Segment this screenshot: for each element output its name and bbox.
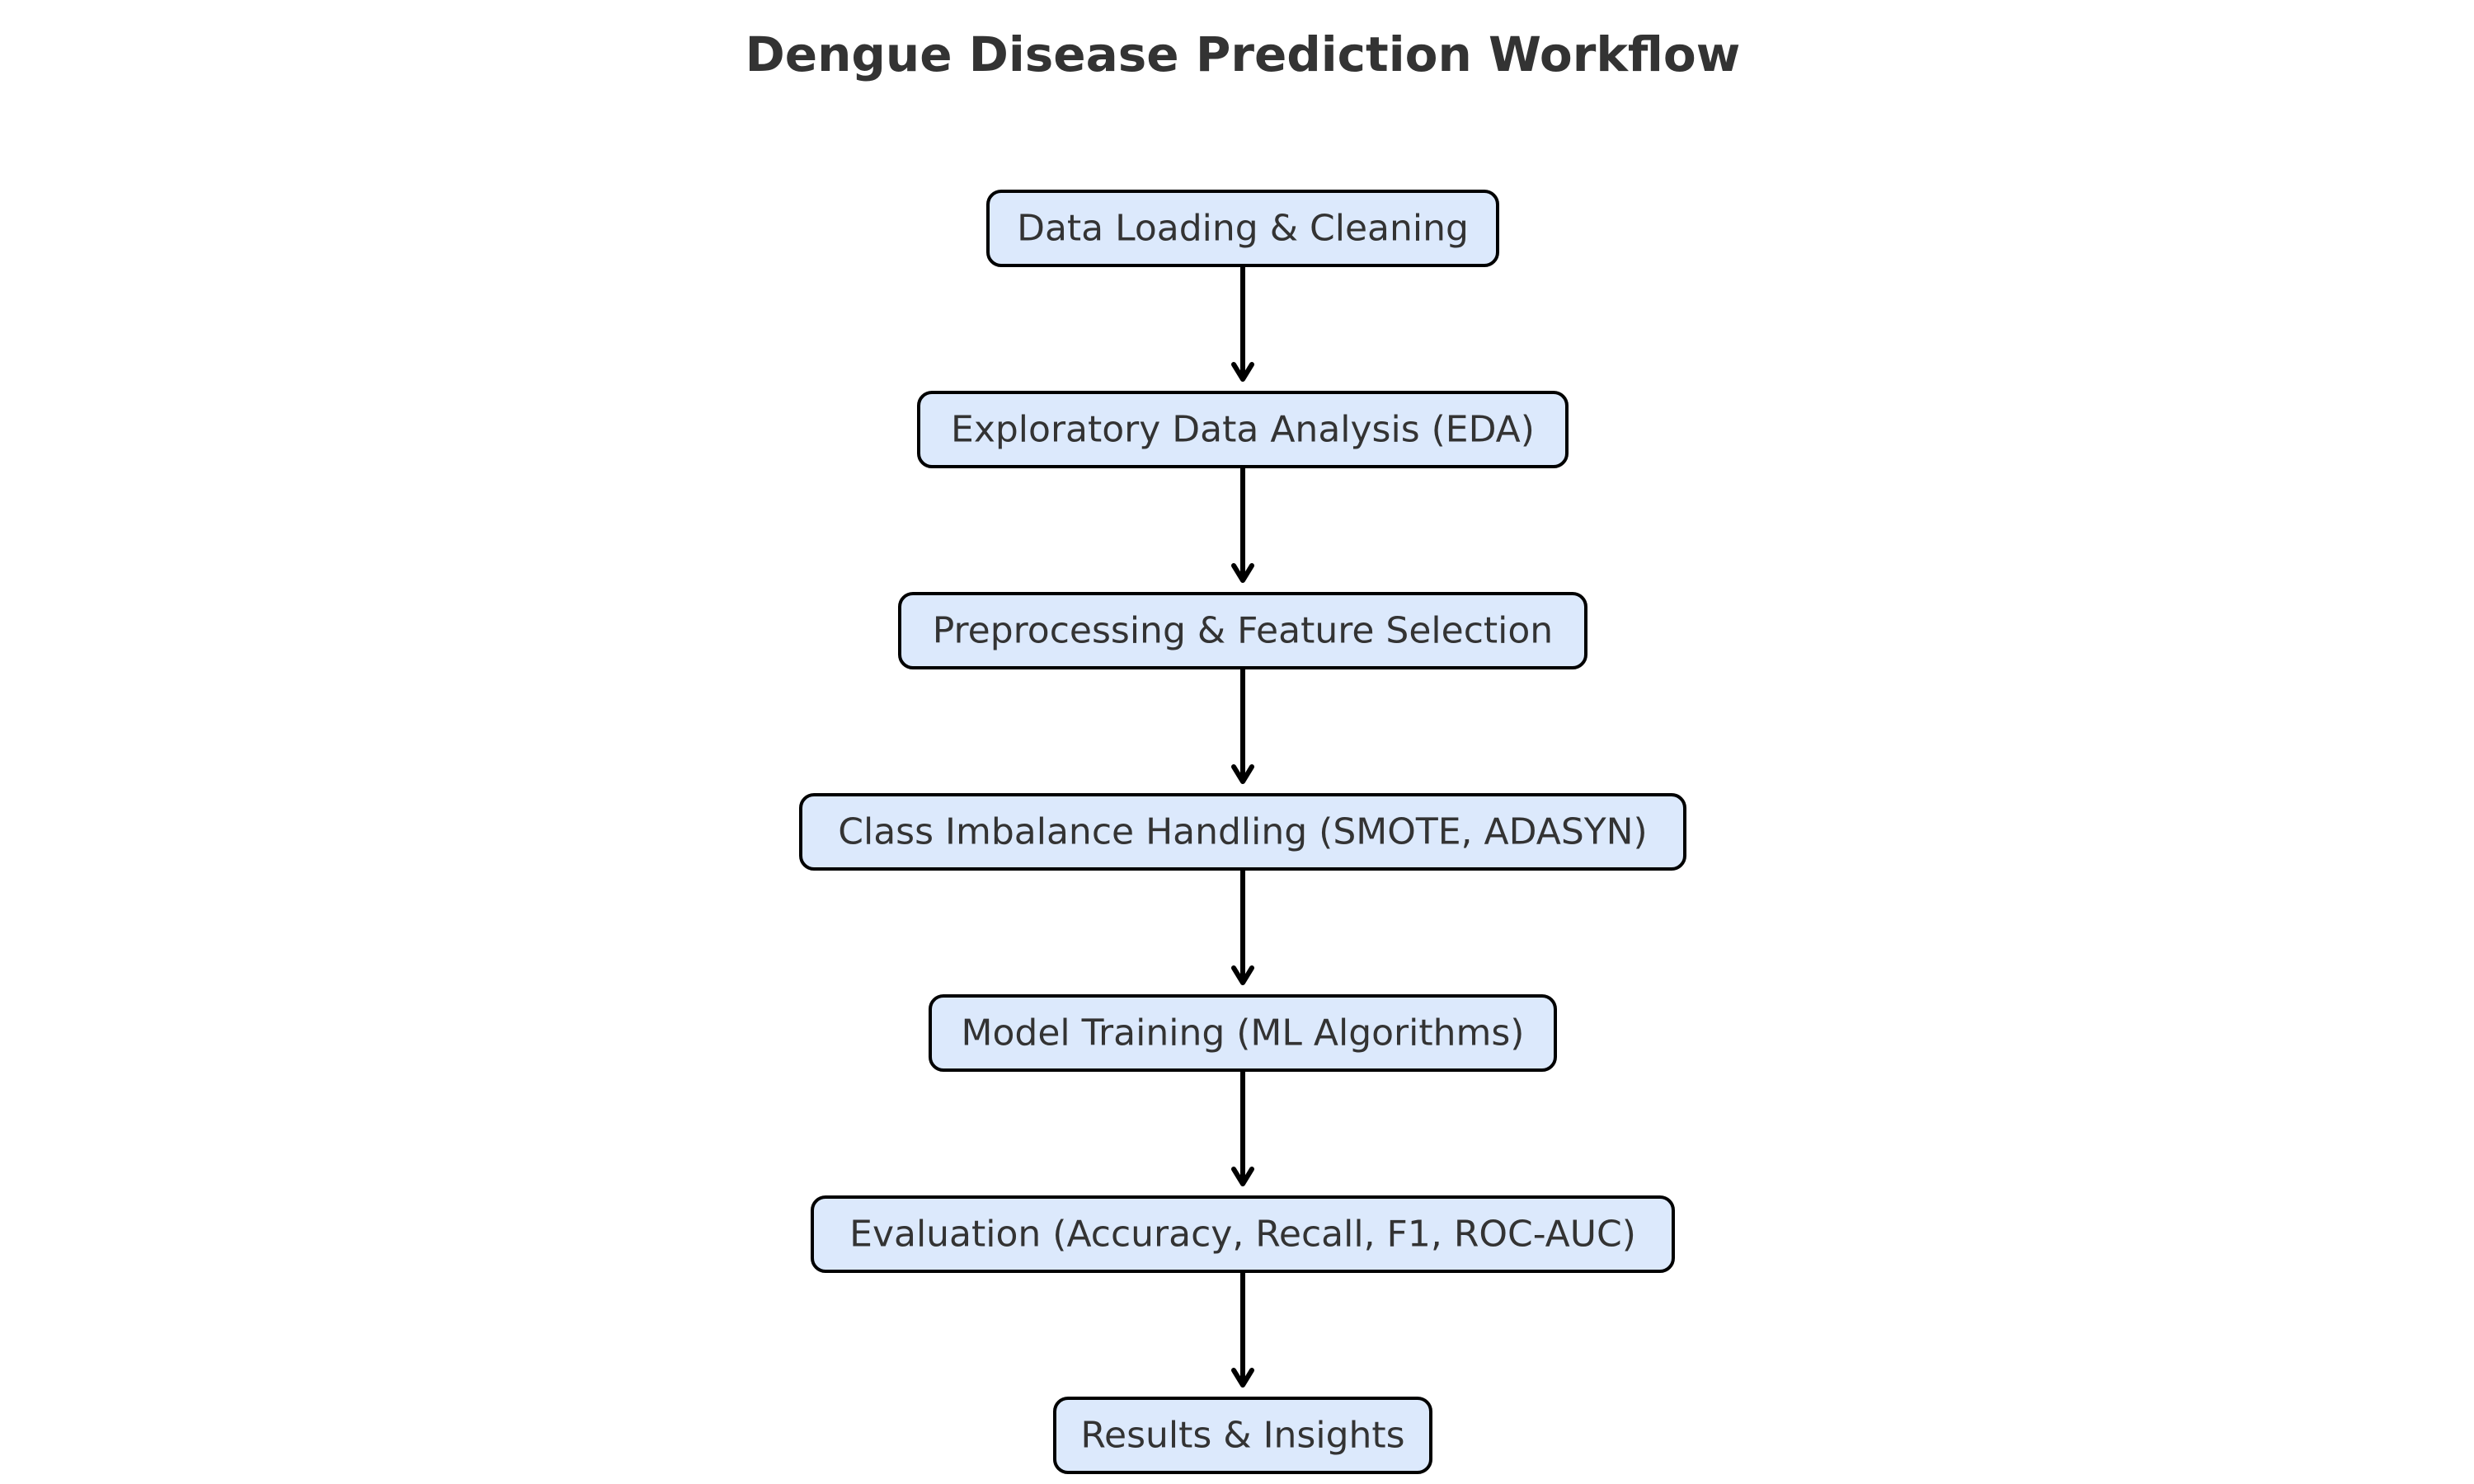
step-label: Model Training (ML Algorithms) <box>962 1012 1525 1054</box>
arrows <box>1231 262 1254 1388</box>
step-label: Exploratory Data Analysis (EDA) <box>951 409 1535 451</box>
step-label: Data Loading & Cleaning <box>1017 208 1469 250</box>
arrow-4 <box>1231 866 1254 985</box>
arrow-3 <box>1231 665 1254 784</box>
arrow-6 <box>1231 1268 1254 1388</box>
step-model-training: Model Training (ML Algorithms) <box>929 994 1557 1072</box>
arrow-5 <box>1231 1067 1254 1186</box>
step-eda: Exploratory Data Analysis (EDA) <box>917 391 1569 468</box>
step-class-imbalance: Class Imbalance Handling (SMOTE, ADASYN) <box>799 793 1686 871</box>
arrow-2 <box>1231 463 1254 583</box>
step-label: Results & Insights <box>1080 1415 1404 1457</box>
diagram-title: Dengue Disease Prediction Workflow <box>745 26 1741 82</box>
step-label: Class Imbalance Handling (SMOTE, ADASYN) <box>838 811 1647 853</box>
arrow-1 <box>1231 262 1254 382</box>
step-label: Evaluation (Accuracy, Recall, F1, ROC-AU… <box>849 1214 1636 1256</box>
step-results: Results & Insights <box>1053 1397 1432 1474</box>
step-label: Preprocessing & Feature Selection <box>933 610 1553 652</box>
step-evaluation: Evaluation (Accuracy, Recall, F1, ROC-AU… <box>811 1195 1675 1273</box>
step-preprocessing: Preprocessing & Feature Selection <box>898 592 1587 669</box>
step-data-loading: Data Loading & Cleaning <box>986 190 1499 267</box>
